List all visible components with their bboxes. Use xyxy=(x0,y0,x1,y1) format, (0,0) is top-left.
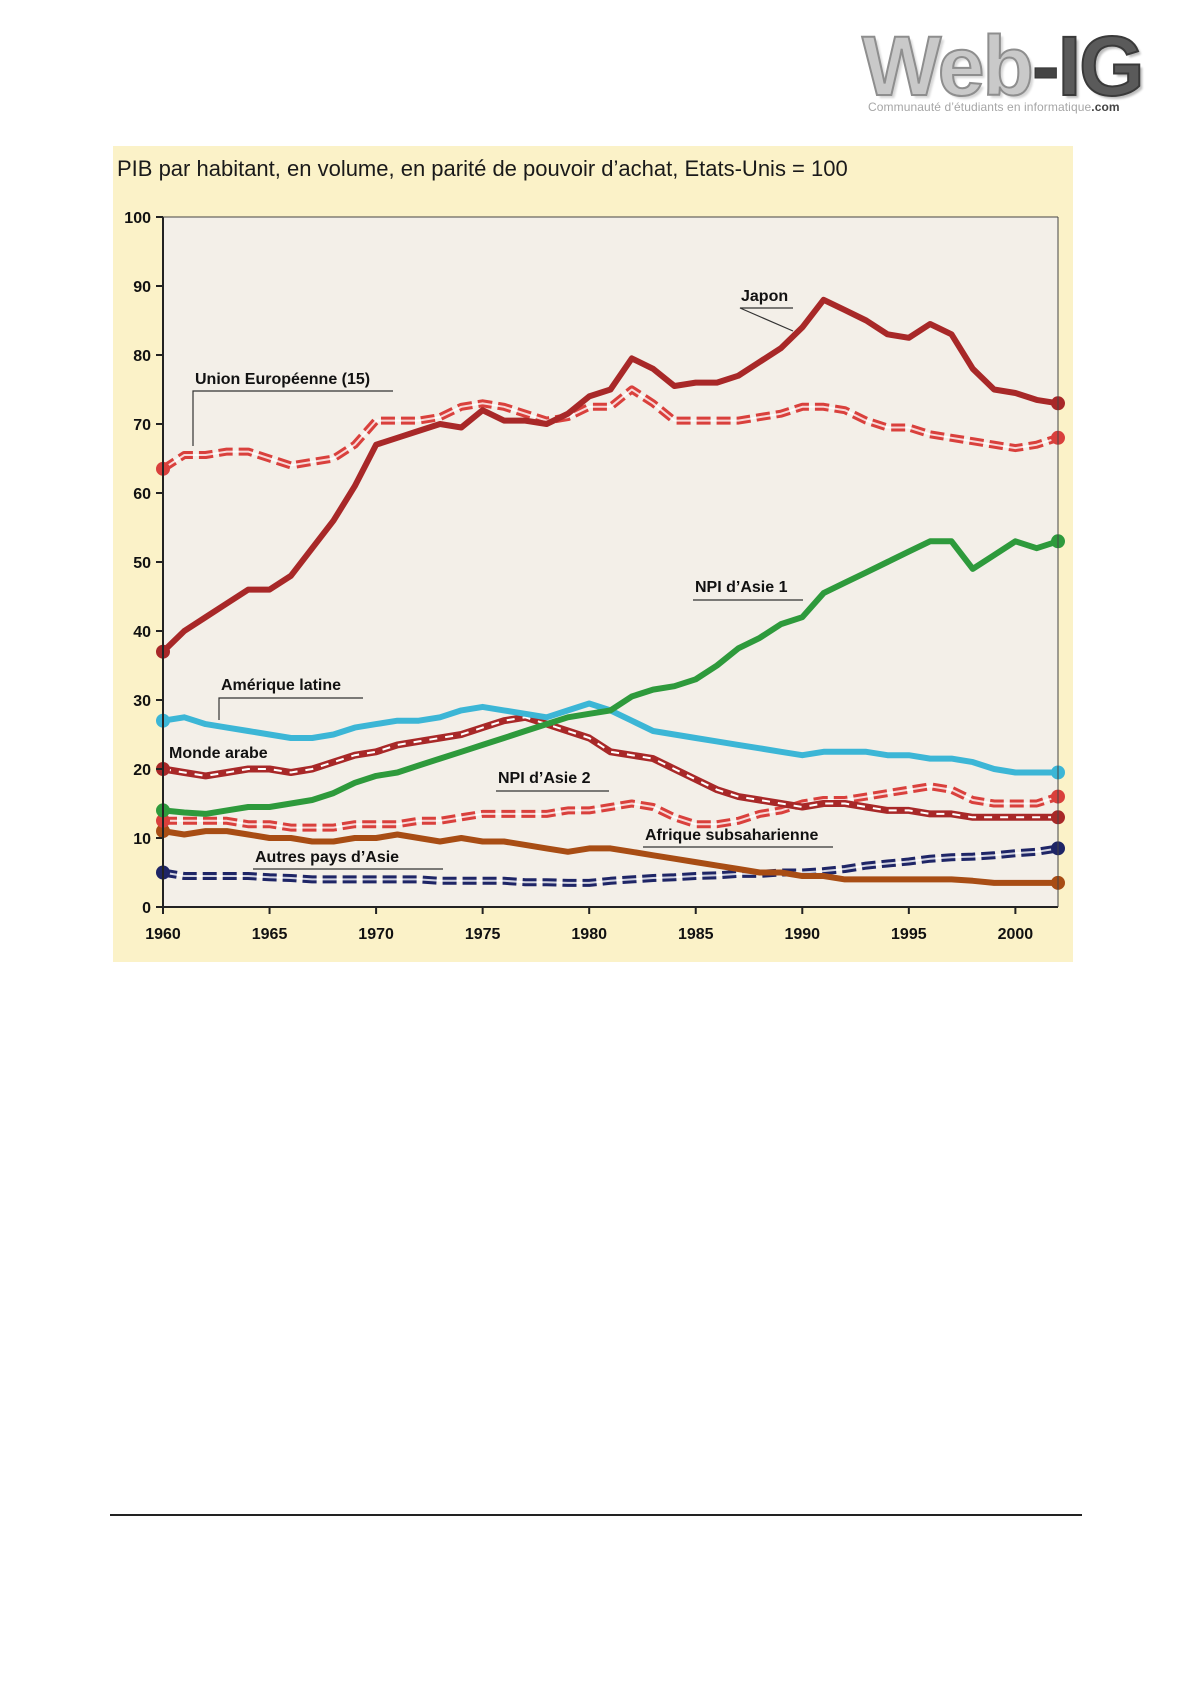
series-label-union-europeenne-15: Union Européenne (15) xyxy=(195,371,370,388)
series-label-autres-pays-d-asie: Autres pays d’Asie xyxy=(255,849,399,866)
y-tick-label: 80 xyxy=(133,348,151,365)
x-tick-label: 1960 xyxy=(145,926,181,943)
series-label-afrique-subsaharienne: Afrique subsaharienne xyxy=(645,827,818,844)
y-tick-label: 10 xyxy=(133,831,151,848)
axis-layer: 0 10 20 30 40 50 60 70 80 90 100 1960 1965 1970 1975 19… xyxy=(124,210,1059,943)
logo-tagline-text: Communauté d’étudiants en informatique xyxy=(868,100,1092,114)
y-tick-label: 70 xyxy=(133,417,151,434)
web-ig-logo: Web-IG Communauté d’étudiants en informa… xyxy=(861,23,1162,128)
y-tick-label: 20 xyxy=(133,762,151,779)
x-tick-label: 1965 xyxy=(252,926,288,943)
series-line xyxy=(160,296,1061,655)
series-layer xyxy=(156,296,1065,890)
x-tick-label: 1995 xyxy=(891,926,927,943)
x-tick-label: 2000 xyxy=(998,926,1034,943)
series-label-monde-arabe: Monde arabe xyxy=(169,745,268,762)
series-label-npi-d-asie-2: NPI d’Asie 2 xyxy=(498,770,591,787)
y-tick-label: 30 xyxy=(133,693,151,710)
footer-divider xyxy=(110,1514,1082,1516)
x-tick-label: 1975 xyxy=(465,926,501,943)
logo-tagline: Communauté d’étudiants en informatique.c… xyxy=(868,100,1120,114)
logo-ig-text: IG xyxy=(1057,19,1146,113)
x-tick-label: 1980 xyxy=(571,926,607,943)
x-tick-label: 1985 xyxy=(678,926,714,943)
x-tick-label: 1970 xyxy=(358,926,394,943)
logo-dash-text: - xyxy=(1031,19,1060,113)
series-label-japon: Japon xyxy=(741,288,788,305)
line-chart: PIB par habitant, en volume, en parité d… xyxy=(113,146,1073,962)
series-line-highlight xyxy=(162,716,1058,819)
logo-wordmark: Web-IG xyxy=(861,23,1145,109)
chart-title: PIB par habitant, en volume, en parité d… xyxy=(117,156,848,181)
series-line xyxy=(160,538,1061,817)
series-label-npi-d-asie-1: NPI d’Asie 1 xyxy=(695,579,788,596)
logo-tagline-suffix: .com xyxy=(1091,100,1120,114)
series-label-leader xyxy=(739,307,794,332)
y-tick-label: 50 xyxy=(133,555,151,572)
y-tick-label: 60 xyxy=(133,486,151,503)
plot-area xyxy=(163,217,1058,907)
series-label-leader xyxy=(192,390,393,446)
x-tick-label: 1990 xyxy=(784,926,820,943)
series-line-highlight xyxy=(162,388,1059,470)
gdp-chart-figure: PIB par habitant, en volume, en parité d… xyxy=(113,146,1073,962)
series-monde-arabe xyxy=(156,713,1065,825)
series-label-leader xyxy=(218,697,363,720)
series-line-highlight xyxy=(162,847,1059,884)
series-label-layer: Japon Union Européenne (15) NPI d’Asie 1 Am… xyxy=(169,288,833,870)
series-label-amerique-latine: Amérique latine xyxy=(221,677,341,694)
logo-web-text: Web xyxy=(861,19,1035,113)
series-line xyxy=(160,828,1061,886)
y-tick-label: 100 xyxy=(124,210,151,227)
y-tick-label: 0 xyxy=(142,900,151,917)
y-tick-label: 40 xyxy=(133,624,151,641)
series-line-highlight xyxy=(163,785,1059,829)
y-tick-label: 90 xyxy=(133,279,151,296)
